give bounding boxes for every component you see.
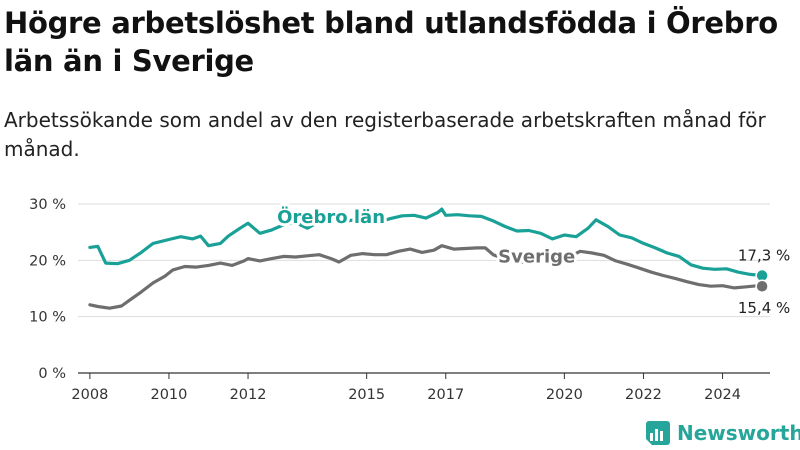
bar-chart-logo-icon bbox=[646, 421, 670, 445]
sverige-end-label: 15,4 % bbox=[738, 299, 790, 317]
y-tick-label: 0 % bbox=[38, 366, 66, 382]
sverige-series-label: Sverige bbox=[498, 247, 575, 268]
x-tick-label: 2012 bbox=[230, 387, 267, 403]
sverige-series-line bbox=[88, 244, 764, 310]
chart-subtitle: Arbetssökande som andel av den registerb… bbox=[4, 108, 766, 161]
x-tick-label: 2017 bbox=[427, 387, 464, 403]
x-tick-label: 2010 bbox=[150, 387, 187, 403]
x-tick-label: 2022 bbox=[625, 387, 662, 403]
logo-text: Newsworthy bbox=[677, 421, 800, 445]
sverige-end-point bbox=[755, 279, 769, 293]
chart-title: Högre arbetslöshet bland utlandsfödda i … bbox=[4, 6, 778, 78]
x-tick-label: 2015 bbox=[348, 387, 385, 403]
x-tick-label: 2008 bbox=[71, 387, 108, 403]
orebro-series-label: Örebro län bbox=[277, 206, 385, 228]
x-tick-label: 2024 bbox=[704, 387, 741, 403]
orebro-end-label: 17,3 % bbox=[738, 247, 790, 265]
orebro-series-line bbox=[88, 207, 764, 278]
y-tick-label: 20 % bbox=[29, 253, 66, 269]
x-tick-label: 2020 bbox=[546, 387, 583, 403]
line-chart: 0 % 10 % 20 % 30 % 2008 2010 2012 2015 2017 2020 2… bbox=[29, 197, 790, 403]
y-tick-label: 30 % bbox=[29, 197, 66, 213]
newsworthy-logo: Newsworthy bbox=[645, 420, 800, 446]
y-tick-label: 10 % bbox=[29, 310, 66, 326]
